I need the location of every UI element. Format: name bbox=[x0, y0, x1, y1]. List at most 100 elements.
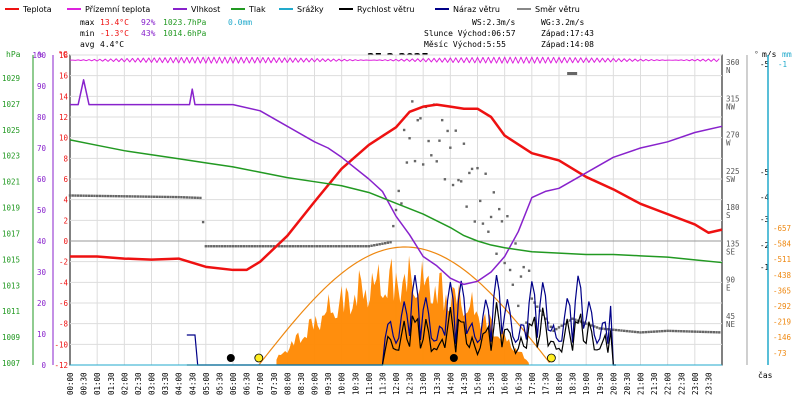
dir-tick-label: S bbox=[726, 211, 731, 220]
wind-dir-dot bbox=[430, 154, 433, 157]
wind-dir-dot bbox=[674, 329, 678, 333]
min-hum: 43% bbox=[141, 29, 156, 38]
wind-dir-dot bbox=[125, 195, 129, 198]
wind-dir-dot bbox=[704, 330, 707, 334]
wind-dir-dot bbox=[416, 119, 419, 122]
wind-dir-dot bbox=[699, 330, 702, 333]
x-tick: 23:30 bbox=[704, 372, 713, 395]
hpa-tick: 1011 bbox=[2, 307, 20, 316]
wind-dir-dot bbox=[196, 196, 199, 200]
wind-dir-dot bbox=[411, 100, 414, 103]
x-tick: 18:00 bbox=[555, 372, 564, 395]
deg-unit: ° bbox=[754, 50, 759, 59]
wind-dir-dot bbox=[258, 245, 262, 248]
x-tick: 15:00 bbox=[474, 372, 483, 395]
wind-dir-dot bbox=[446, 129, 449, 133]
x-tick: 14:00 bbox=[446, 372, 455, 395]
wind-dir-dot bbox=[593, 325, 596, 328]
x-tick: 03:30 bbox=[161, 372, 170, 395]
wind-dir-dot bbox=[87, 194, 91, 197]
avg-label: avg bbox=[80, 40, 95, 49]
wind-dir-dot bbox=[199, 196, 202, 200]
wind-dir-dot bbox=[457, 178, 460, 182]
wind-dir-dot bbox=[500, 220, 504, 223]
dir-tick-label: SE bbox=[726, 247, 736, 256]
moonrise-marker bbox=[226, 354, 235, 362]
wind-dir-dot bbox=[150, 195, 153, 198]
hpa-tick: 1027 bbox=[2, 100, 20, 109]
wind-dir-dot bbox=[658, 330, 661, 333]
dir-tick-label: E bbox=[726, 284, 731, 293]
wind-dir-dot bbox=[147, 195, 150, 198]
mm-tick: -365 bbox=[773, 286, 791, 295]
wind-dir-dot bbox=[541, 313, 544, 316]
wind-dir-dot bbox=[343, 245, 346, 248]
wind-dir-dot bbox=[155, 195, 159, 198]
wind-dir-dot bbox=[117, 195, 121, 198]
hpa-tick: 1015 bbox=[2, 255, 20, 264]
wind-dir-dot bbox=[476, 166, 479, 170]
legend-label: Náraz větru bbox=[453, 5, 500, 14]
wind-dir-dot bbox=[280, 245, 284, 248]
x-tick: 02:30 bbox=[134, 372, 143, 395]
pct-tick: 30 bbox=[37, 268, 47, 277]
wind-dir-dot bbox=[481, 222, 485, 225]
x-tick: 16:30 bbox=[514, 372, 523, 395]
ms-tick: -1 bbox=[760, 263, 769, 272]
wind-dir-dot bbox=[623, 329, 626, 333]
x-tick: 12:30 bbox=[406, 372, 415, 395]
wind-dir-dot bbox=[188, 196, 191, 199]
ms-top-tick: -1 bbox=[778, 60, 787, 69]
wind-dir-dot bbox=[576, 319, 580, 322]
wind-dir-dot bbox=[440, 118, 444, 122]
hpa-tick: 1021 bbox=[2, 178, 20, 187]
ws-value: WS:2.3m/s bbox=[472, 18, 516, 27]
wind-dir-dot bbox=[647, 330, 650, 334]
wind-dir-dot bbox=[242, 245, 246, 248]
c-tick: -8 bbox=[59, 320, 69, 329]
wind-dir-dot bbox=[305, 245, 308, 248]
series-teplota bbox=[70, 103, 723, 272]
ms-top-tick: -5 bbox=[760, 60, 769, 69]
c-tick: 2 bbox=[63, 216, 68, 225]
wind-dir-dot bbox=[492, 191, 495, 194]
x-tick: 01:00 bbox=[93, 372, 102, 395]
x-tick: 21:00 bbox=[637, 372, 646, 395]
hpa-tick: 1019 bbox=[2, 204, 20, 213]
wind-dir-dot bbox=[163, 195, 167, 199]
wind-dir-dot bbox=[663, 329, 667, 333]
wind-dir-dot bbox=[120, 195, 123, 198]
legend-label: Vlhkost bbox=[191, 5, 220, 14]
wind-dir-dot bbox=[71, 194, 74, 197]
wind-dir-dot bbox=[709, 330, 713, 334]
wind-dir-dot bbox=[180, 196, 183, 199]
max-rain: 0.0mm bbox=[228, 18, 252, 27]
pct-tick: 90 bbox=[37, 82, 47, 91]
wind-dir-dot bbox=[95, 194, 99, 198]
x-tick: 08:30 bbox=[297, 372, 306, 395]
wind-dir-dot bbox=[473, 220, 476, 223]
x-tick: 20:00 bbox=[609, 372, 618, 395]
wind-dir-dot bbox=[106, 194, 110, 198]
sunrise-marker bbox=[254, 353, 264, 363]
wind-dir-dot bbox=[560, 324, 563, 327]
wind-dir-dot bbox=[451, 183, 455, 187]
dir-tick: 360 bbox=[726, 58, 740, 67]
wind-dir-dot bbox=[269, 245, 273, 248]
wind-dir-dot bbox=[158, 195, 161, 199]
wind-dir-dot bbox=[527, 269, 531, 272]
c-tick: -4 bbox=[59, 278, 69, 287]
wind-dir-dot bbox=[218, 245, 221, 248]
max-temp: 13.4°C bbox=[100, 18, 129, 27]
x-tick: 07:30 bbox=[270, 372, 279, 395]
wind-dir-dot bbox=[134, 195, 137, 198]
hpa-tick: 1023 bbox=[2, 152, 20, 161]
wind-dir-dot bbox=[718, 331, 721, 334]
plot-area bbox=[68, 54, 723, 366]
wind-dir-dot bbox=[153, 195, 156, 198]
dir-tick-label: SW bbox=[726, 175, 736, 184]
mm-tick: -146 bbox=[773, 333, 792, 342]
min-temp: -1.3°C bbox=[100, 29, 129, 38]
wind-dir-dot bbox=[142, 195, 145, 198]
